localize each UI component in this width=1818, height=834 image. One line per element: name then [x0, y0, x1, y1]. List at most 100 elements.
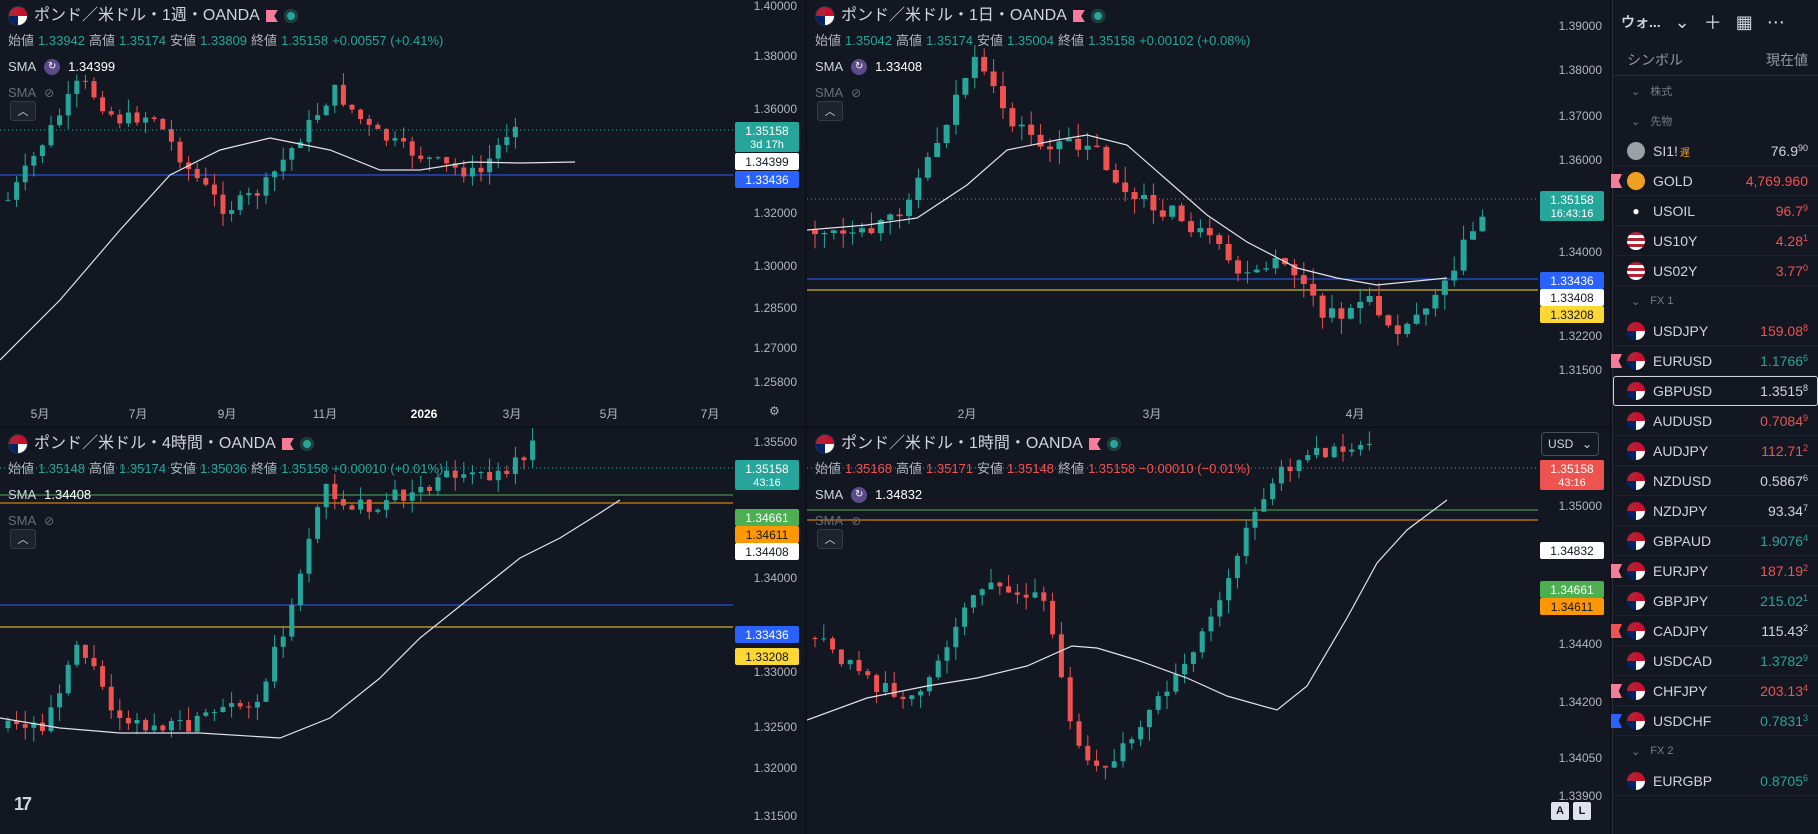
- price-pip: 9: [1802, 202, 1808, 213]
- close-label: 終値: [1058, 33, 1085, 48]
- watchlist-row-nzdusd[interactable]: NZDUSD 0.58676: [1613, 466, 1818, 496]
- watchlist-row-usdchf[interactable]: USDCHF 0.78313: [1611, 706, 1818, 736]
- section-stocks[interactable]: ⌄ 株式: [1613, 76, 1818, 106]
- hidden-eye-icon[interactable]: ⊘: [44, 86, 55, 100]
- flag-mark-icon[interactable]: [1072, 10, 1085, 22]
- auto-scale-button[interactable]: A: [1551, 802, 1569, 820]
- candle-body: [1278, 466, 1284, 484]
- currency-select[interactable]: USD ⌄: [1541, 432, 1599, 456]
- last-price-tag: 1.35158: [745, 462, 789, 476]
- chart-pane-weekly[interactable]: 1.400001.380001.360001.340001.320001.300…: [0, 0, 805, 426]
- collapse-legend-button[interactable]: ︿: [817, 101, 843, 121]
- candle-body: [358, 109, 364, 119]
- price-pip: 90: [1797, 142, 1808, 153]
- sma2-indicator-row[interactable]: SMA ⊘: [8, 84, 443, 102]
- chart-pane-1h[interactable]: 1.35000 1.34400 1.34200 1.34050 1.33900 1.351…: [807, 428, 1610, 834]
- watchlist-row-usdjpy[interactable]: USDJPY 159.088: [1613, 316, 1818, 346]
- sma-indicator-row[interactable]: SMA 1.34408: [8, 486, 443, 504]
- flag-mark-icon[interactable]: [1611, 684, 1622, 698]
- symbol-logo-icon: [1627, 501, 1645, 520]
- candle-body: [237, 703, 243, 707]
- watchlist-row-chfjpy[interactable]: CHFJPY 203.134: [1611, 676, 1818, 706]
- candle-body: [918, 691, 924, 696]
- hidden-eye-icon[interactable]: ⊘: [851, 86, 862, 100]
- chart-plot-daily[interactable]: 1.39000 1.38000 1.37000 1.36000 1.34000 1.322…: [807, 0, 1610, 426]
- section-fx2[interactable]: ⌄ FX 2: [1613, 736, 1818, 766]
- sma-indicator-row[interactable]: SMA ↻ 1.33408: [815, 58, 1250, 76]
- chart-title[interactable]: ポンド／米ドル・1週・OANDA: [34, 7, 260, 24]
- column-price[interactable]: 現在値: [1766, 51, 1808, 68]
- add-symbol-icon[interactable]: ＋: [1703, 13, 1722, 33]
- symbol-price: 115.432: [1761, 623, 1808, 639]
- chart-plot-1h[interactable]: 1.35000 1.34400 1.34200 1.34050 1.33900 1.351…: [807, 428, 1610, 834]
- log-scale-button[interactable]: L: [1573, 802, 1591, 820]
- open-value: 1.35148: [38, 461, 86, 476]
- watchlist-row-us02y[interactable]: US02Y 3.770: [1613, 256, 1818, 286]
- watchlist-row-gbpaud[interactable]: GBPAUD 1.90764: [1613, 526, 1818, 556]
- chart-title[interactable]: ポンド／米ドル・1時間・OANDA: [841, 435, 1083, 452]
- watchlist-row-usdcad[interactable]: USDCAD 1.37829: [1613, 646, 1818, 676]
- section-futures[interactable]: ⌄ 先物: [1613, 106, 1818, 136]
- watchlist-row-gbpusd[interactable]: GBPUSD 1.35158: [1613, 376, 1818, 406]
- column-symbol[interactable]: シンボル: [1627, 51, 1683, 68]
- sma-indicator-row[interactable]: SMA ↻ 1.34399: [8, 58, 443, 76]
- change-value: +0.00557 (+0.41%): [332, 33, 444, 48]
- sma-settings-icon[interactable]: ↻: [851, 59, 868, 75]
- watchlist-name[interactable]: ウォ...: [1621, 14, 1661, 30]
- chart-pane-4h[interactable]: 1.35500 1.34000 1.33000 1.32500 1.32000 1.315…: [0, 428, 805, 834]
- time-axis-label: 2026: [411, 407, 438, 421]
- sma-indicator-row[interactable]: SMA ↻ 1.34832: [815, 486, 1250, 504]
- watchlist-row-eurgbp[interactable]: EURGBP 0.87056: [1613, 766, 1818, 796]
- collapse-legend-button[interactable]: ︿: [817, 529, 843, 549]
- watchlist-row-audusd[interactable]: AUDUSD 0.70849: [1613, 406, 1818, 436]
- watchlist-row-gbpjpy[interactable]: GBPJPY 215.021: [1613, 586, 1818, 616]
- flag-mark-icon[interactable]: [1088, 438, 1101, 450]
- layout-grid-icon[interactable]: ▦: [1735, 11, 1753, 32]
- chart-title[interactable]: ポンド／米ドル・1日・OANDA: [841, 7, 1067, 24]
- flag-mark-icon[interactable]: [1611, 354, 1622, 368]
- symbol-price: 215.021: [1760, 593, 1808, 609]
- watchlist-row-usoil[interactable]: ● USOIL 96.79: [1613, 196, 1818, 226]
- watchlist-row-gold[interactable]: GOLD 4,769.960: [1611, 166, 1818, 196]
- sma-settings-icon[interactable]: ↻: [851, 487, 868, 503]
- tradingview-logo-icon[interactable]: 17: [14, 794, 32, 814]
- chart-plot-weekly[interactable]: 1.400001.380001.360001.340001.320001.300…: [0, 0, 805, 426]
- chart-settings-icon[interactable]: ⚙: [769, 404, 780, 418]
- chart-title[interactable]: ポンド／米ドル・4時間・OANDA: [34, 435, 276, 452]
- chart-plot-4h[interactable]: 1.35500 1.34000 1.33000 1.32500 1.32000 1.315…: [0, 428, 805, 834]
- price-main: 76.9: [1770, 142, 1798, 159]
- sma-settings-icon[interactable]: ↻: [44, 59, 61, 75]
- flag-mark-icon[interactable]: [281, 438, 294, 450]
- chevron-down-icon[interactable]: ⌄: [1674, 11, 1690, 32]
- watchlist-row-si1[interactable]: SI1! 遅 76.990: [1613, 136, 1818, 166]
- sma2-indicator-row[interactable]: SMA ⊘: [815, 84, 1250, 102]
- flag-mark-icon[interactable]: [1611, 174, 1622, 188]
- hidden-eye-icon[interactable]: ⊘: [851, 514, 862, 528]
- open-label: 始値: [8, 461, 35, 476]
- symbol-price: 76.990: [1771, 143, 1808, 159]
- time-axis-label: 3月: [503, 407, 522, 421]
- candle-body: [859, 228, 865, 233]
- watchlist-row-eurjpy[interactable]: EURJPY 187.192: [1611, 556, 1818, 586]
- watchlist-row-us10y[interactable]: US10Y 4.281: [1613, 226, 1818, 256]
- candle-body: [1094, 145, 1100, 147]
- watchlist-row-cadjpy[interactable]: CADJPY 115.432: [1611, 616, 1818, 646]
- flag-mark-icon[interactable]: [265, 10, 278, 22]
- ohlc-row: 始値 1.35148 高値 1.35174 安値 1.35036 終値 1.35158 …: [8, 460, 443, 478]
- more-icon[interactable]: ⋯: [1766, 11, 1785, 32]
- section-fx1[interactable]: ⌄ FX 1: [1613, 286, 1818, 316]
- sma2-indicator-row[interactable]: SMA ⊘: [8, 512, 443, 530]
- candle-body: [117, 710, 123, 718]
- candle-body: [882, 683, 888, 692]
- watchlist-row-nzdjpy[interactable]: NZDJPY 93.347: [1613, 496, 1818, 526]
- flag-mark-icon[interactable]: [1611, 564, 1622, 578]
- collapse-legend-button[interactable]: ︿: [10, 101, 36, 121]
- flag-mark-icon[interactable]: [1611, 624, 1622, 638]
- watchlist-row-eurusd[interactable]: EURUSD 1.17666: [1611, 346, 1818, 376]
- watchlist-row-audjpy[interactable]: AUDJPY 112.712: [1613, 436, 1818, 466]
- sma2-indicator-row[interactable]: SMA ⊘: [815, 512, 1250, 530]
- chart-pane-daily[interactable]: 1.39000 1.38000 1.37000 1.36000 1.34000 1.322…: [807, 0, 1610, 426]
- collapse-legend-button[interactable]: ︿: [10, 529, 36, 549]
- flag-mark-icon[interactable]: [1611, 714, 1622, 728]
- hidden-eye-icon[interactable]: ⊘: [44, 514, 55, 528]
